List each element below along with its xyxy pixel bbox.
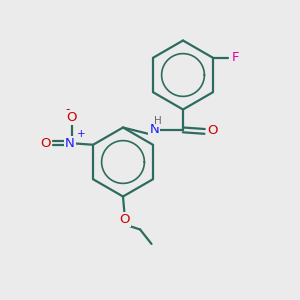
Text: -: - [65,103,69,116]
Text: N: N [149,123,159,136]
Text: N: N [65,137,75,150]
Text: O: O [40,137,51,150]
Text: F: F [231,51,239,64]
Text: O: O [119,213,130,226]
Text: O: O [66,111,77,124]
Text: +: + [76,129,85,139]
Text: O: O [207,124,217,137]
Text: H: H [154,116,162,127]
